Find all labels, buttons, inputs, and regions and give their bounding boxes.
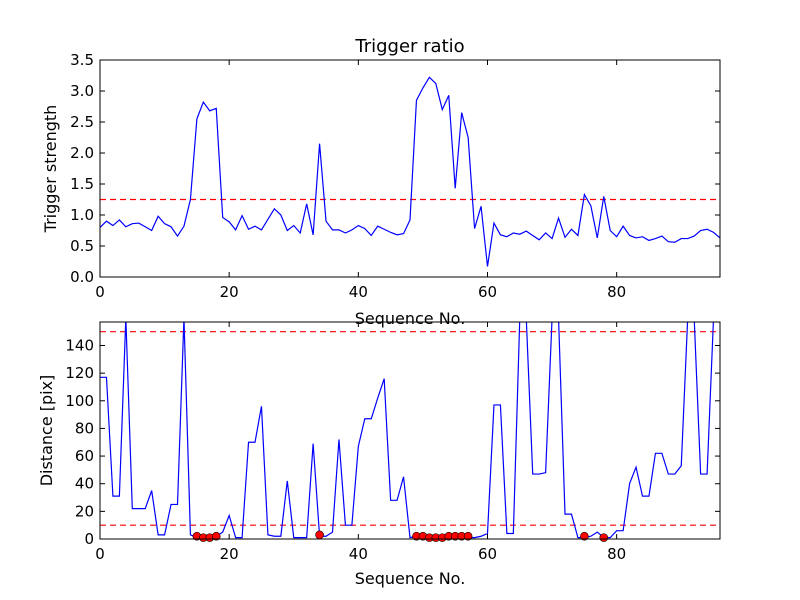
trigger-point: [211, 531, 221, 541]
trigger-strength-line: [99, 76, 721, 267]
x-tick-label: 60: [478, 545, 497, 563]
y-ticks: 0.0 0.5 1.0 1.5 2.0 2.5 3.0 3.5: [70, 51, 720, 286]
x-tick-label: 20: [220, 545, 239, 563]
x-tick-label: 20: [220, 283, 239, 301]
y-tick-label: 60: [75, 447, 94, 465]
trigger-point: [580, 531, 589, 541]
x-ticks: 0 20 40 60 80: [95, 60, 626, 301]
x-tick-label: 40: [349, 283, 368, 301]
threshold-lines: [100, 331, 720, 526]
distance-chart: 0 20 40 60 80 0 20 40 60 80 100 120 140 Sequence No…: [37, 321, 721, 588]
x-tick-label: 40: [349, 545, 368, 563]
triggered-markers: [192, 530, 609, 542]
plot-frame: [99, 59, 721, 278]
x-tick-label: 60: [478, 283, 497, 301]
y-tick-label: 2.0: [70, 144, 94, 162]
y-tick-label: 3.5: [70, 51, 94, 69]
trigger-point: [463, 531, 473, 541]
y-tick-label: 40: [75, 475, 94, 493]
distance-line: [100, 322, 714, 539]
y-tick-label: 100: [65, 392, 94, 410]
x-tick-label: 80: [607, 283, 626, 301]
chart-title: Trigger ratio: [354, 36, 464, 57]
trigger-point: [315, 530, 324, 540]
y-ticks: 0 20 40 60 80 100 120 140: [65, 336, 720, 548]
y-tick-label: 0.0: [70, 268, 94, 286]
x-tick-label: 80: [607, 545, 626, 563]
y-tick-label: 0: [84, 530, 94, 548]
plot-frame: [99, 321, 721, 540]
y-tick-label: 140: [65, 336, 94, 354]
x-ticks: 0 20 40 60 80: [95, 322, 626, 563]
y-tick-label: 2.5: [70, 113, 94, 131]
y-tick-label: 1.5: [70, 175, 94, 193]
trigger-point: [599, 533, 609, 542]
x-axis-label: Sequence No.: [355, 569, 466, 588]
y-axis-label: Trigger strength: [41, 105, 60, 234]
y-tick-label: 80: [75, 419, 94, 437]
y-tick-label: 3.0: [70, 82, 94, 100]
x-axis-label: Sequence No.: [355, 309, 466, 328]
y-tick-label: 20: [75, 502, 94, 520]
y-tick-label: 1.0: [70, 206, 94, 224]
y-tick-label: 0.5: [70, 237, 94, 255]
trigger-ratio-chart: Trigger ratio 0 20 40 60 80 0.0 0.5 1.0 1.5 2.0 2…: [41, 36, 721, 328]
y-tick-label: 120: [65, 364, 94, 382]
x-tick-label: 0: [95, 283, 105, 301]
y-axis-label: Distance [pix]: [37, 375, 56, 487]
x-tick-label: 0: [95, 545, 105, 563]
